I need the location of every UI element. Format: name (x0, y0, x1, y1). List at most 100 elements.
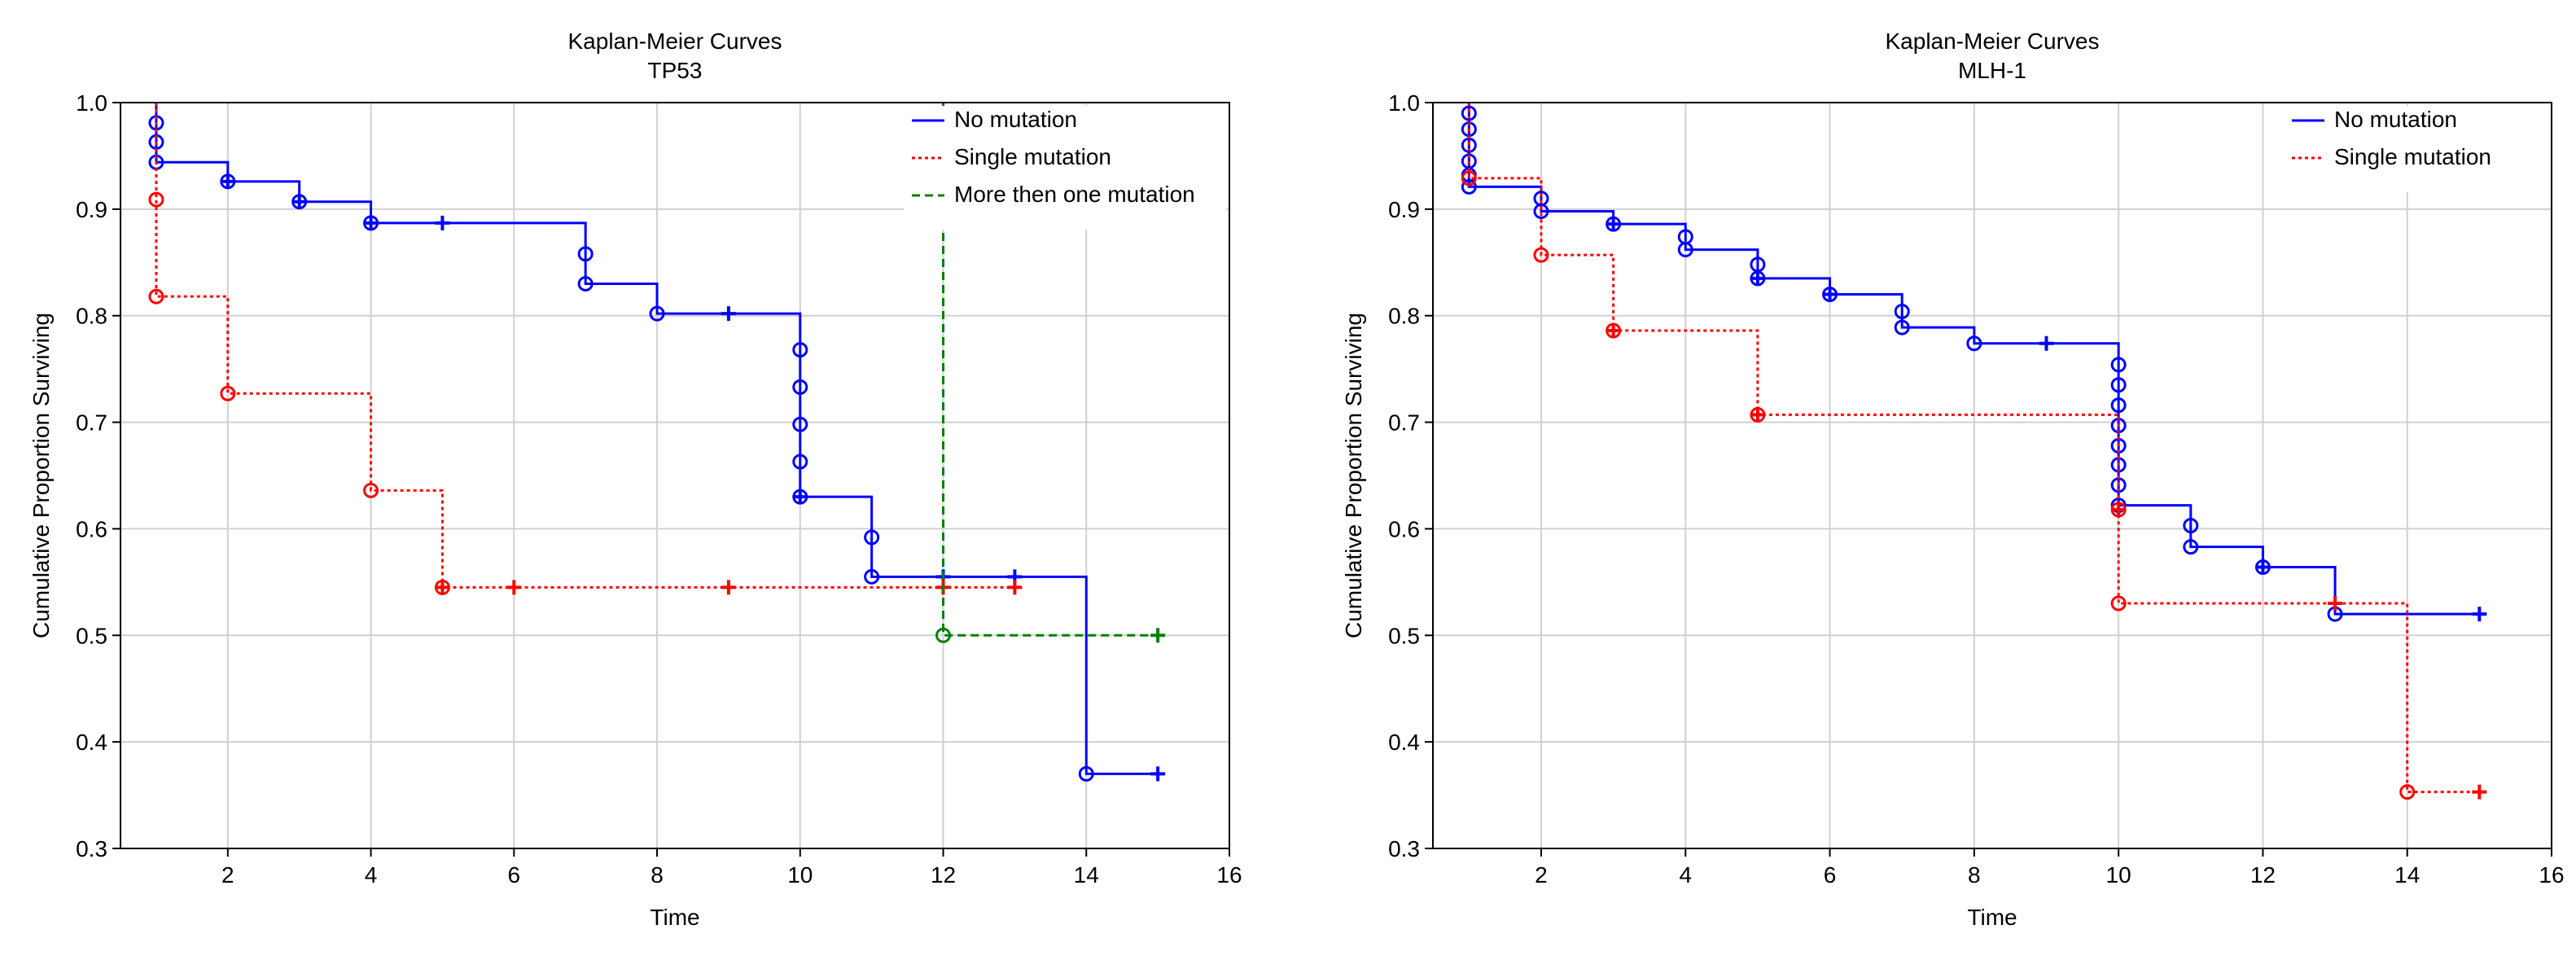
x-tick-label: 16 (1216, 862, 1242, 888)
legend-entry: No mutation (954, 107, 1077, 132)
x-tick-label: 10 (787, 862, 813, 888)
y-axis-label: Cumulative Proportion Surviving (1341, 313, 1366, 638)
x-axis-label: Time (650, 905, 699, 930)
series-line (1467, 103, 2480, 616)
failure-marker (1461, 137, 1477, 153)
series-no-mutation (148, 103, 1166, 782)
censored-marker (792, 489, 808, 505)
censored-marker (2111, 502, 2127, 517)
x-tick-label: 2 (1535, 862, 1548, 888)
failure-marker (1533, 247, 1549, 263)
chart-title: Kaplan-Meier Curves (1886, 28, 2100, 54)
x-tick-label: 12 (931, 862, 956, 888)
series-more-then-one-mutation (935, 103, 1166, 643)
y-tick-label: 0.8 (76, 304, 107, 329)
censored-marker (1150, 628, 1166, 643)
y-tick-label: 0.9 (1388, 197, 1420, 222)
failure-marker (148, 288, 164, 305)
y-axis-label: Cumulative Proportion Surviving (28, 313, 54, 638)
x-tick-label: 14 (2394, 862, 2420, 888)
censored-marker (1007, 580, 1023, 595)
failure-marker (1677, 242, 1693, 258)
censored-marker (2255, 559, 2271, 575)
x-tick-label: 2 (221, 862, 234, 888)
chart-title: Kaplan-Meier Curves (568, 28, 782, 54)
x-tick-label: 14 (1074, 862, 1099, 888)
failure-marker (2110, 357, 2127, 373)
x-tick-label: 8 (1968, 862, 1981, 888)
y-tick-label: 0.9 (76, 197, 107, 222)
plot-frame (1432, 102, 2552, 849)
censored-marker (721, 580, 736, 595)
failure-marker (577, 246, 594, 262)
censored-marker (220, 173, 235, 189)
failure-marker (864, 529, 880, 546)
y-tick-label: 0.4 (1388, 730, 1420, 755)
failure-marker (148, 191, 164, 208)
y-tick-label: 0.7 (76, 410, 107, 436)
censored-marker (1606, 217, 1621, 232)
x-tick-label: 6 (1824, 862, 1837, 888)
censored-marker (1750, 270, 1765, 286)
x-axis-label: Time (1967, 905, 2017, 930)
y-tick-label: 0.5 (76, 623, 107, 648)
series-no-mutation (1461, 103, 2487, 622)
failure-marker (864, 568, 880, 585)
censored-marker (1150, 766, 1166, 782)
failure-marker (1894, 319, 1910, 335)
failure-marker (1894, 303, 1910, 319)
chart-panel-1: Kaplan-Meier Curves MLH-1 2 4 6 8 10 12 14 16 0.3 0… (1341, 28, 2565, 930)
x-tick-label: 16 (2539, 862, 2564, 888)
failure-marker (363, 482, 379, 498)
y-tick-label: 0.7 (1388, 410, 1420, 436)
failure-marker (1966, 335, 1982, 352)
failure-marker (2399, 784, 2416, 800)
series-line (1467, 103, 2480, 794)
y-tick-label: 0.3 (1388, 836, 1420, 861)
chart-subtitle: TP53 (648, 58, 703, 83)
failure-marker (792, 342, 808, 358)
y-tick-label: 0.4 (76, 730, 107, 755)
failure-marker (649, 305, 665, 322)
x-tick-label: 8 (651, 862, 664, 888)
y-tick-label: 0.6 (1388, 516, 1420, 541)
censored-marker (291, 194, 307, 209)
legend-entry: No mutation (2334, 107, 2457, 132)
legend-entry: More then one mutation (954, 182, 1195, 207)
censored-marker (1822, 287, 1838, 302)
censored-marker (1750, 407, 1765, 423)
failure-marker (1078, 765, 1094, 782)
failure-marker (1533, 203, 1549, 219)
series-single-mutation (1461, 103, 2487, 800)
y-tick-label: 1.0 (76, 90, 107, 116)
x-tick-label: 6 (508, 862, 521, 888)
chart-panel-0: Kaplan-Meier Curves TP53 2 4 6 8 10 12 14 16 0.3 0.… (28, 28, 1242, 930)
legend-entry: Single mutation (954, 144, 1111, 169)
failure-marker (1461, 105, 1477, 121)
series-single-mutation (148, 103, 1023, 595)
chart-subtitle: MLH-1 (1958, 58, 2026, 83)
legend: No mutation Single mutation More then one … (904, 106, 1226, 230)
series-line (155, 103, 1015, 589)
failure-marker (792, 379, 808, 395)
legend-box (2284, 106, 2548, 192)
failure-marker (577, 275, 594, 292)
legend-box (904, 106, 1226, 230)
censored-marker (2039, 335, 2054, 351)
x-tick-label: 12 (2250, 862, 2276, 888)
failure-marker (935, 627, 952, 643)
failure-marker (220, 385, 236, 401)
failure-marker (2110, 397, 2127, 414)
plot-frame (120, 102, 1230, 849)
censored-marker (363, 215, 379, 230)
censored-marker (435, 580, 450, 595)
failure-marker (2183, 518, 2199, 534)
censored-marker (2472, 784, 2487, 800)
censored-marker (1606, 323, 1621, 339)
failure-marker (792, 454, 808, 470)
failure-marker (1461, 178, 1477, 195)
legend: No mutation Single mutation (2284, 106, 2548, 192)
y-tick-label: 0.3 (76, 836, 107, 861)
censored-marker (2472, 607, 2487, 622)
